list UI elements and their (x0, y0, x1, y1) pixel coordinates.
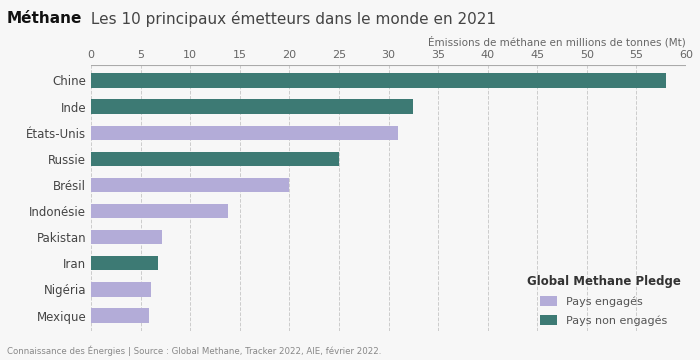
Text: Connaissance des Énergies | Source : Global Methane, Tracker 2022, AIE, février : Connaissance des Énergies | Source : Glo… (7, 346, 382, 356)
Bar (91, 309, 148, 323)
Bar (91, 178, 289, 192)
Bar (91, 126, 398, 140)
Bar (91, 99, 413, 114)
Bar (91, 256, 158, 270)
Bar (91, 152, 339, 166)
Bar (91, 282, 150, 297)
Bar (91, 230, 162, 244)
Legend: Pays engagés, Pays non engagés: Pays engagés, Pays non engagés (526, 275, 680, 326)
Text: Méthane: Méthane (7, 11, 83, 26)
Bar (91, 204, 228, 218)
X-axis label: Émissions de méthane en millions de tonnes (Mt): Émissions de méthane en millions de tonn… (428, 36, 686, 48)
Text: Les 10 principaux émetteurs dans le monde en 2021: Les 10 principaux émetteurs dans le mond… (86, 11, 496, 27)
Bar (91, 73, 666, 87)
